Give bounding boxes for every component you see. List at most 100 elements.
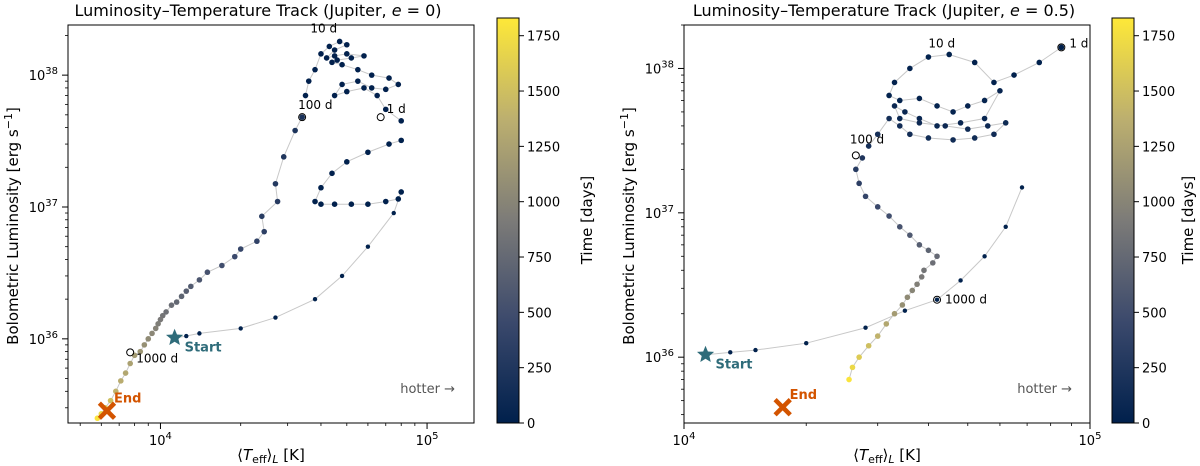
- track-point: [921, 267, 927, 274]
- track-point: [331, 92, 338, 99]
- track-point: [886, 213, 892, 219]
- annotation-marker: [126, 348, 135, 357]
- track-point: [361, 53, 367, 59]
- track-point: [398, 189, 405, 195]
- track-point: [925, 135, 932, 141]
- track-point: [971, 59, 978, 66]
- plot-area: [683, 24, 1091, 424]
- end-label: End: [790, 388, 817, 403]
- hotter-note: hotter →: [1017, 382, 1072, 397]
- track-points: [94, 38, 405, 422]
- end-marker: [773, 398, 792, 417]
- track-point: [339, 61, 345, 68]
- track-point: [398, 137, 405, 144]
- track-point: [312, 198, 318, 205]
- track-point: [395, 196, 402, 202]
- track-point: [339, 81, 345, 88]
- annotation-marker: [1057, 43, 1066, 52]
- track-point: [991, 79, 997, 86]
- x-tick-label: 105: [1079, 431, 1102, 449]
- track-point: [329, 170, 335, 177]
- track-point: [273, 315, 278, 320]
- start-label: Start: [716, 358, 753, 373]
- track-point: [331, 53, 338, 59]
- track-point: [891, 103, 898, 109]
- track-point: [231, 253, 238, 260]
- annotation-label: 100 d: [298, 98, 332, 112]
- y-tick-label: 1037: [29, 198, 58, 216]
- colorbar-tick-label: 250: [527, 362, 552, 377]
- track-line: [705, 46, 1062, 380]
- y-axis-label: Bolometric Luminosity [erg s−1]: [618, 107, 638, 345]
- track-point: [331, 47, 338, 53]
- track-point: [348, 201, 355, 207]
- track-point: [382, 86, 389, 93]
- track-point: [261, 228, 268, 235]
- track-point: [984, 123, 991, 129]
- track-point: [916, 95, 923, 102]
- track-point: [386, 141, 392, 147]
- track-point: [368, 85, 375, 91]
- panel-right: Luminosity–Temperature Track (Jupiter, e…: [618, 1, 1197, 466]
- colorbar-label: Time [days]: [1179, 176, 1197, 266]
- track-point: [856, 354, 862, 360]
- start-label: Start: [185, 341, 222, 356]
- track-point: [883, 321, 890, 327]
- track-point: [157, 316, 164, 323]
- track-point: [274, 198, 281, 205]
- annotation-label: 100 d: [850, 132, 884, 146]
- series-track-line: [868, 46, 1062, 147]
- track-point: [197, 331, 202, 336]
- track-point: [929, 260, 936, 266]
- track-point: [856, 180, 862, 187]
- track-point: [982, 254, 987, 259]
- track-point: [896, 115, 903, 122]
- annotation-marker: [298, 113, 307, 122]
- track-point: [141, 342, 148, 348]
- colorbar-label: Time [days]: [578, 176, 596, 266]
- track-point: [853, 166, 859, 173]
- track-point: [896, 97, 903, 104]
- tick-group: 104 105 1036 1037 1038: [29, 35, 439, 449]
- x-tick-label: 104: [673, 431, 696, 449]
- track-point: [904, 294, 911, 301]
- track-point: [155, 321, 161, 327]
- start-marker: [166, 328, 184, 345]
- sparse-track-line: [176, 191, 402, 339]
- track-point: [361, 85, 367, 91]
- track-point: [355, 78, 361, 84]
- track-point: [991, 131, 997, 138]
- track-point: [886, 115, 892, 122]
- annotation-label: 1000 d: [136, 351, 178, 365]
- end-marker: [97, 401, 117, 420]
- track-point: [272, 180, 279, 187]
- chart-title: Luminosity–Temperature Track (Jupiter, e…: [74, 1, 441, 20]
- track-point: [318, 51, 324, 57]
- track-point: [188, 283, 194, 290]
- track-point: [846, 376, 852, 383]
- track-point: [391, 210, 396, 216]
- track-point: [902, 308, 908, 313]
- colorbar-tick-label: 0: [1142, 417, 1150, 432]
- track-point: [323, 55, 330, 61]
- track-point: [914, 281, 920, 288]
- annotations: 10 d 100 d 1 d 1000 d Start End: [97, 22, 406, 420]
- tick-group: 104 105 1036 1037 1038: [645, 24, 1102, 449]
- track-point: [957, 120, 964, 126]
- track-point: [339, 273, 345, 279]
- track-point: [964, 103, 971, 109]
- y-tick-label: 1036: [29, 330, 58, 348]
- track-point: [386, 75, 392, 81]
- track-point: [219, 262, 225, 269]
- track-point: [804, 340, 809, 346]
- y-tick-label: 1037: [645, 204, 674, 222]
- track-point: [964, 126, 971, 132]
- track-point: [302, 92, 309, 99]
- track-point: [886, 92, 892, 99]
- track-point: [183, 288, 190, 294]
- annotation-marker: [933, 295, 942, 304]
- track-points: [703, 44, 1065, 383]
- track-point: [907, 232, 913, 238]
- track-point: [238, 326, 243, 331]
